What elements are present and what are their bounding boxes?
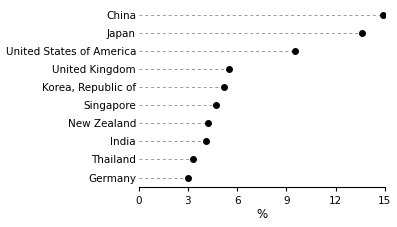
X-axis label: %: % xyxy=(256,208,267,222)
